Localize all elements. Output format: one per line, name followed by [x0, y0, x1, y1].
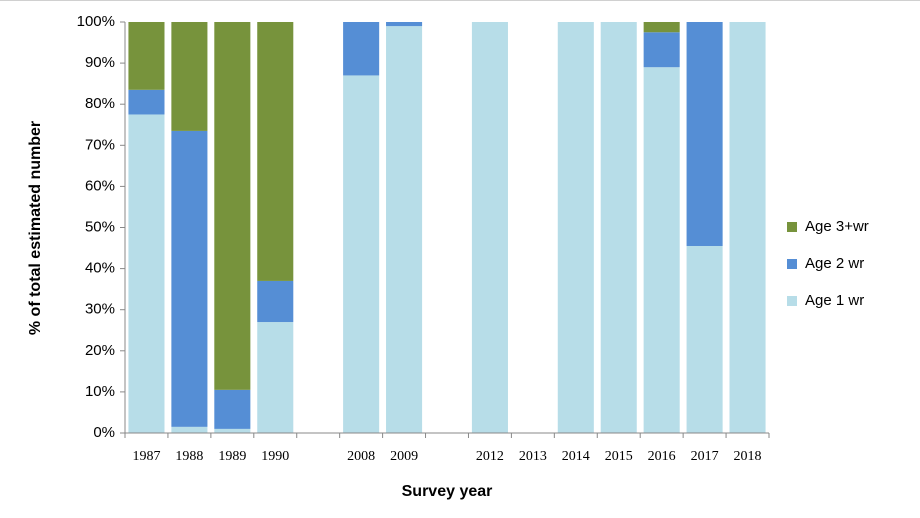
- x-tick-label: 1987: [132, 449, 160, 464]
- bar-segment: [386, 22, 423, 27]
- y-axis-title: % of total estimated number: [27, 121, 44, 335]
- bar-segment: [643, 32, 680, 68]
- x-tick-label: 2014: [562, 449, 590, 464]
- legend-swatch: [787, 296, 797, 306]
- y-tick-label: 0%: [93, 424, 115, 441]
- x-tick-label: 2013: [519, 449, 547, 464]
- bar-segment: [557, 22, 594, 433]
- x-tick-label: 2016: [648, 449, 676, 464]
- y-tick-label: 10%: [85, 383, 115, 400]
- legend-label: Age 3+wr: [805, 218, 869, 235]
- y-tick-label: 30%: [85, 301, 115, 318]
- bar-segment: [386, 26, 423, 434]
- legend-swatch: [787, 222, 797, 232]
- bar-segment: [171, 130, 208, 427]
- x-tick-label: 2017: [691, 449, 719, 464]
- bar-segment: [257, 280, 294, 323]
- bar-segment: [343, 75, 380, 434]
- x-tick-label: 2012: [476, 449, 504, 464]
- bar-segment: [171, 426, 208, 433]
- bar-segment: [214, 22, 251, 390]
- bar-segment: [343, 22, 380, 76]
- x-tick-label: 1989: [218, 449, 246, 464]
- bar-segment: [128, 114, 165, 433]
- y-tick-label: 40%: [85, 260, 115, 277]
- bar-segment: [128, 89, 165, 115]
- x-axis-title: Survey year: [402, 483, 493, 500]
- bar-segment: [471, 22, 508, 433]
- x-tick-label: 2015: [605, 449, 633, 464]
- legend-swatch: [787, 259, 797, 269]
- x-tick-label: 2008: [347, 449, 375, 464]
- bar-segment: [729, 22, 766, 433]
- bar-segment: [257, 22, 294, 281]
- y-tick-label: 80%: [85, 95, 115, 112]
- x-tick-label: 2018: [734, 449, 762, 464]
- bar-segment: [171, 22, 208, 131]
- bar-segment: [643, 67, 680, 434]
- y-tick-label: 100%: [77, 13, 115, 30]
- bar-segment: [257, 322, 294, 433]
- x-tick-label: 1990: [261, 449, 289, 464]
- y-tick-label: 70%: [85, 136, 115, 153]
- bar-segment: [686, 245, 723, 433]
- bar-segment: [214, 389, 251, 429]
- x-tick-label: 1988: [175, 449, 203, 464]
- legend-label: Age 2 wr: [805, 255, 864, 272]
- x-tick-label: 2009: [390, 449, 418, 464]
- y-tick-label: 20%: [85, 342, 115, 359]
- bar-segment: [600, 22, 637, 433]
- bar-segment: [128, 22, 165, 90]
- y-tick-label: 60%: [85, 177, 115, 194]
- bar-segment: [686, 22, 723, 246]
- y-tick-label: 50%: [85, 218, 115, 235]
- bar-segment: [643, 22, 680, 33]
- y-tick-label: 90%: [85, 54, 115, 71]
- legend-label: Age 1 wr: [805, 292, 864, 309]
- bar-segment: [214, 428, 251, 433]
